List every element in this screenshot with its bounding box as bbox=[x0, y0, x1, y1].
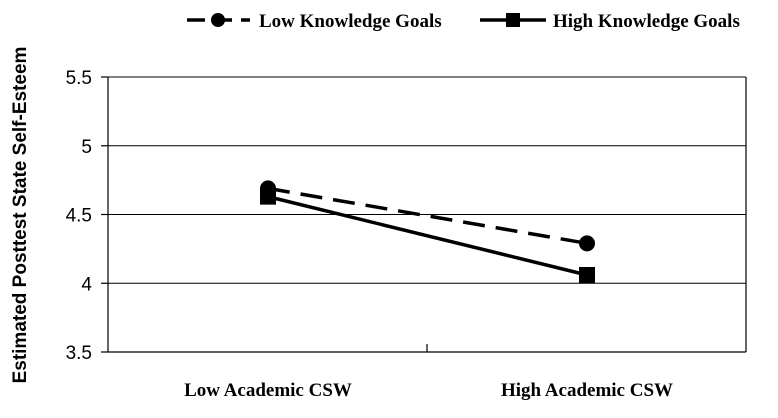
legend-marker-high-knowledge bbox=[506, 13, 520, 27]
y-tick-label: 5.5 bbox=[66, 68, 92, 89]
data-point-low-knowledge-1 bbox=[579, 235, 595, 252]
y-axis-title: Estimated Posttest State Self-Esteem bbox=[10, 47, 31, 384]
y-tick-label: 4 bbox=[81, 274, 92, 295]
y-tick-label: 3.5 bbox=[66, 343, 92, 364]
legend: Low Knowledge Goals High Knowledge Goals bbox=[187, 11, 740, 32]
legend-label-low-knowledge: Low Knowledge Goals bbox=[259, 11, 442, 32]
series-line-low-knowledge bbox=[267, 186, 588, 246]
data-point-high-knowledge-0 bbox=[260, 188, 276, 205]
x-category-label-high: High Academic CSW bbox=[501, 380, 673, 401]
y-tick-labels: 5.5 5 4.5 4 3.5 bbox=[66, 68, 108, 364]
series-group bbox=[260, 180, 595, 283]
data-point-high-knowledge-1 bbox=[579, 267, 595, 283]
y-tick-label: 4.5 bbox=[66, 206, 92, 227]
legend-marker-low-knowledge bbox=[211, 13, 225, 27]
legend-label-high-knowledge: High Knowledge Goals bbox=[553, 11, 740, 32]
plot-area: 5.5 5 4.5 4 3.5 bbox=[66, 68, 747, 364]
series-line-high-knowledge bbox=[267, 194, 588, 277]
x-category-label-low: Low Academic CSW bbox=[184, 380, 352, 401]
gridlines bbox=[108, 76, 746, 284]
y-tick-label: 5 bbox=[81, 137, 92, 158]
